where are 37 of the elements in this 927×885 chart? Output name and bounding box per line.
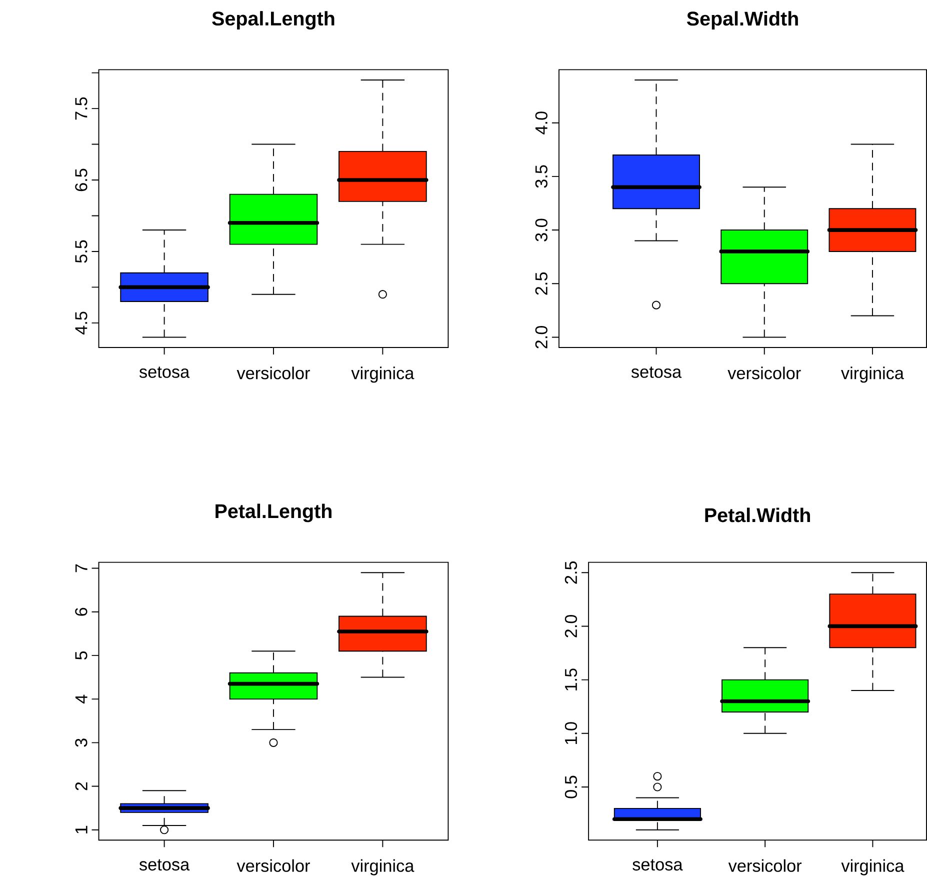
y-tick-label: 2.0 — [535, 326, 548, 348]
y-tick-label: 4.5 — [75, 312, 88, 334]
y-tick-label: 0.5 — [564, 776, 578, 798]
x-tick-label: virginica — [841, 366, 904, 383]
x-tick-label: virginica — [351, 366, 414, 383]
y-tick-label: 2.5 — [535, 272, 548, 295]
x-tick-label: versicolor — [728, 859, 802, 872]
x-tick-label: versicolor — [728, 366, 801, 380]
x-tick-label: virginica — [841, 859, 904, 876]
y-tick-label: 5.5 — [75, 240, 88, 263]
y-tick-label: 1.5 — [565, 668, 578, 690]
y-tick-label: 6 — [75, 608, 88, 616]
y-tick-label: 4.0 — [535, 112, 548, 134]
y-tick-label: 6.5 — [75, 168, 88, 192]
y-tick-label: 7 — [75, 564, 88, 572]
y-tick-label: 4 — [75, 694, 88, 704]
y-tick-label: 3.0 — [535, 218, 548, 242]
y-tick-label: 2.0 — [564, 614, 578, 638]
x-tick-label: setosa — [632, 859, 683, 871]
y-tick-label: 1 — [75, 826, 88, 834]
x-tick-label: setosa — [139, 366, 190, 378]
x-tick-label: setosa — [139, 859, 190, 871]
x-tick-label: versicolor — [236, 366, 310, 380]
x-tick-label: versicolor — [236, 859, 310, 872]
x-tick-label: virginica — [351, 859, 414, 876]
y-tick-label: 3.5 — [535, 165, 548, 188]
chart-title: Sepal.Length — [212, 11, 334, 30]
x-tick-label: setosa — [631, 366, 682, 378]
y-tick-label: 2 — [75, 782, 88, 790]
y-tick-label: 3 — [75, 738, 88, 747]
y-tick-label: 1.0 — [564, 722, 578, 744]
y-tick-label: 5 — [75, 651, 88, 660]
chart-title: Petal.Length — [216, 504, 332, 522]
chart-title: Petal.Width — [705, 508, 810, 522]
y-tick-label: 7.5 — [75, 97, 88, 120]
y-tick-label: 2.5 — [564, 561, 578, 584]
chart-title: Sepal.Width — [686, 11, 798, 30]
